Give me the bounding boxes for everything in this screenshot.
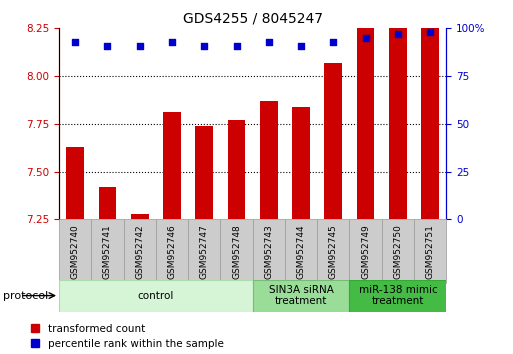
Bar	[324, 63, 342, 219]
FancyBboxPatch shape	[59, 280, 252, 312]
Point	[265, 39, 273, 45]
Point	[71, 39, 79, 45]
FancyBboxPatch shape	[188, 219, 221, 283]
Bar	[66, 147, 84, 219]
Text: protocol: protocol	[3, 291, 48, 301]
Bar	[98, 187, 116, 219]
Text: control: control	[137, 291, 174, 301]
FancyBboxPatch shape	[91, 219, 124, 283]
FancyBboxPatch shape	[156, 219, 188, 283]
Text: GSM952740: GSM952740	[71, 224, 80, 279]
Bar	[292, 107, 310, 219]
Point	[329, 39, 338, 45]
Text: GSM952747: GSM952747	[200, 224, 209, 279]
FancyBboxPatch shape	[124, 219, 156, 283]
Bar	[195, 126, 213, 219]
FancyBboxPatch shape	[349, 219, 382, 283]
Text: GSM952741: GSM952741	[103, 224, 112, 279]
Bar	[260, 101, 278, 219]
Text: GSM952748: GSM952748	[232, 224, 241, 279]
Point	[426, 29, 435, 35]
Bar	[421, 28, 439, 219]
Legend: transformed count, percentile rank within the sample: transformed count, percentile rank withi…	[31, 324, 223, 349]
FancyBboxPatch shape	[252, 280, 349, 312]
Point	[394, 31, 402, 37]
Text: GSM952744: GSM952744	[297, 224, 306, 279]
FancyBboxPatch shape	[317, 219, 349, 283]
Point	[200, 43, 208, 48]
Bar	[228, 120, 245, 219]
Text: GSM952751: GSM952751	[426, 224, 435, 279]
Point	[232, 43, 241, 48]
Text: GSM952750: GSM952750	[393, 224, 402, 279]
FancyBboxPatch shape	[252, 219, 285, 283]
Text: GSM952743: GSM952743	[264, 224, 273, 279]
FancyBboxPatch shape	[349, 280, 446, 312]
Text: GSM952746: GSM952746	[167, 224, 176, 279]
Text: GSM952749: GSM952749	[361, 224, 370, 279]
Point	[135, 43, 144, 48]
Bar	[163, 113, 181, 219]
Point	[362, 35, 370, 41]
Bar	[357, 28, 374, 219]
Text: GSM952742: GSM952742	[135, 224, 144, 279]
Text: SIN3A siRNA
treatment: SIN3A siRNA treatment	[269, 285, 333, 307]
Text: GSM952745: GSM952745	[329, 224, 338, 279]
FancyBboxPatch shape	[414, 219, 446, 283]
Point	[103, 43, 111, 48]
FancyBboxPatch shape	[285, 219, 317, 283]
FancyBboxPatch shape	[59, 219, 91, 283]
Point	[297, 43, 305, 48]
Point	[168, 39, 176, 45]
FancyBboxPatch shape	[382, 219, 414, 283]
Text: miR-138 mimic
treatment: miR-138 mimic treatment	[359, 285, 437, 307]
Bar	[131, 214, 149, 219]
Title: GDS4255 / 8045247: GDS4255 / 8045247	[183, 12, 323, 26]
FancyBboxPatch shape	[221, 219, 252, 283]
Bar	[389, 28, 407, 219]
